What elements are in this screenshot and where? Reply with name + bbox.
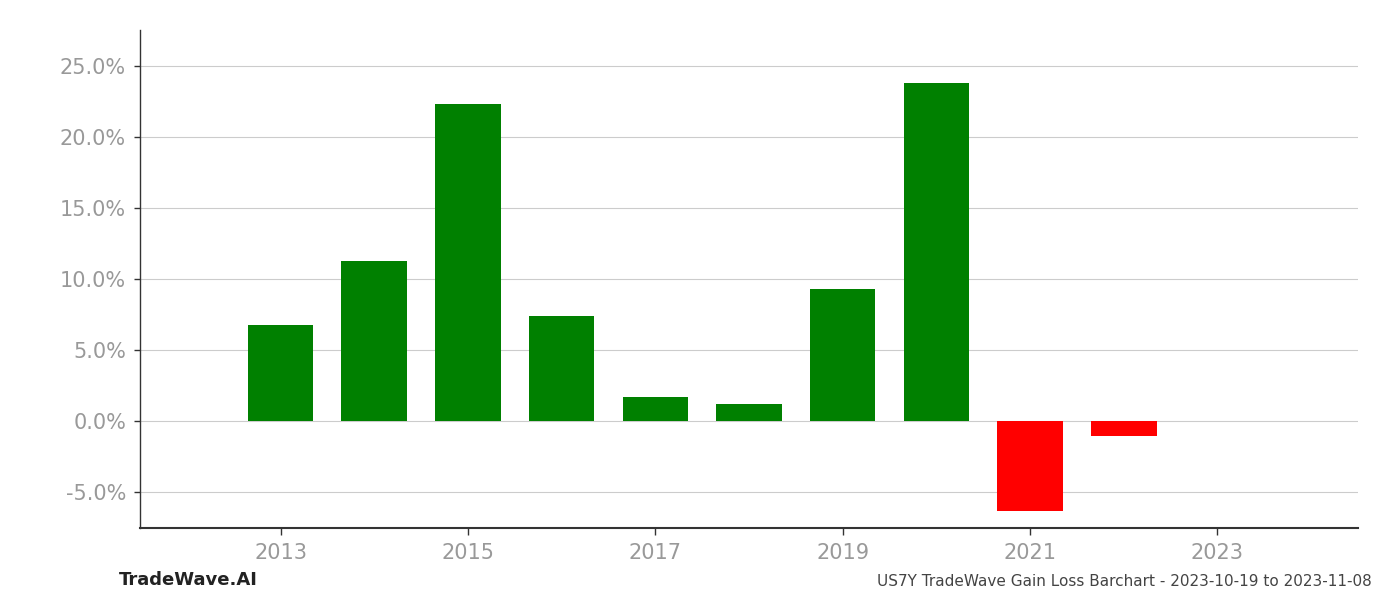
- Bar: [623, 397, 689, 421]
- Bar: [997, 421, 1063, 511]
- Bar: [811, 289, 875, 421]
- Bar: [342, 260, 407, 421]
- Bar: [248, 325, 314, 421]
- Bar: [903, 83, 969, 421]
- Text: US7Y TradeWave Gain Loss Barchart - 2023-10-19 to 2023-11-08: US7Y TradeWave Gain Loss Barchart - 2023…: [878, 574, 1372, 589]
- Bar: [717, 404, 781, 421]
- Bar: [1091, 421, 1156, 436]
- Bar: [529, 316, 595, 421]
- Text: TradeWave.AI: TradeWave.AI: [119, 571, 258, 589]
- Bar: [435, 104, 501, 421]
